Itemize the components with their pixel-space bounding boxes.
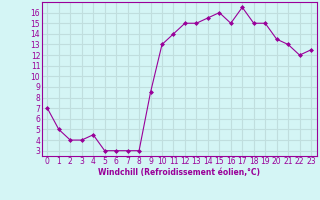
- X-axis label: Windchill (Refroidissement éolien,°C): Windchill (Refroidissement éolien,°C): [98, 168, 260, 177]
